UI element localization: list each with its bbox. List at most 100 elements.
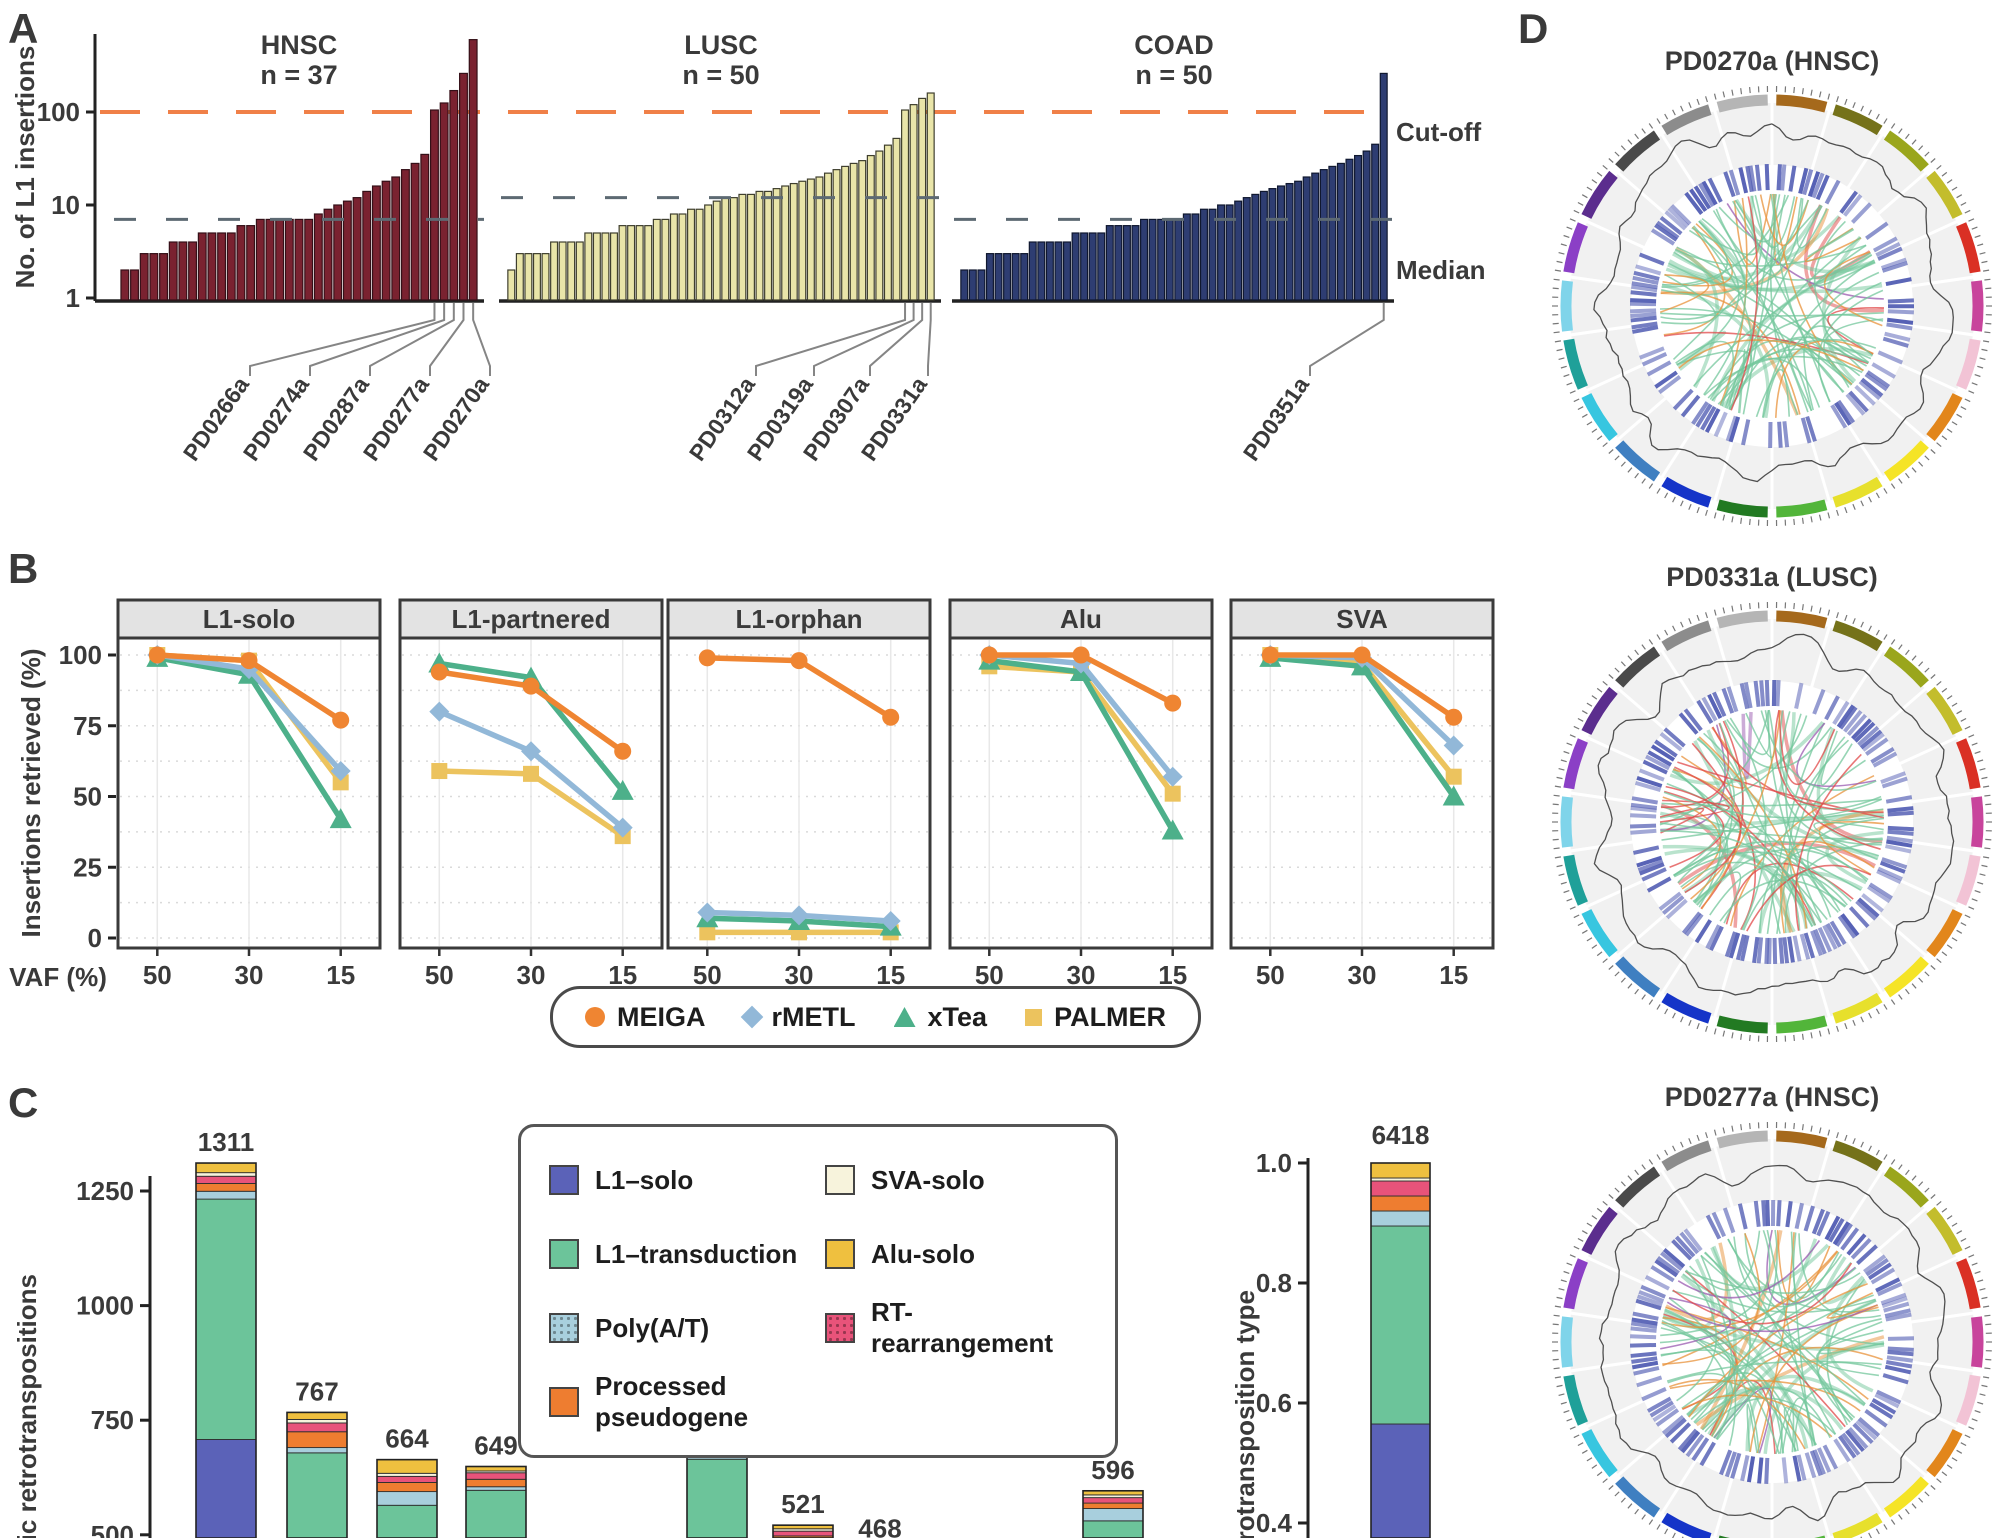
callout-line [249,303,436,376]
panel-c-chart: tic retrotranspositions trotransposition… [12,1120,1431,1538]
group-title: LUSC [684,30,758,60]
bar [678,213,687,301]
legend-item-xtea: xTea [893,1002,987,1033]
bar-value: 1311 [198,1127,254,1157]
svg-text:15: 15 [876,960,905,990]
bar [515,253,524,301]
bar [968,269,977,301]
bar [1131,225,1140,301]
panel-c-legend: L1–solo L1–transduction Poly(A/T) Processed… [518,1124,1118,1458]
bar [746,193,755,301]
bar [789,182,798,301]
panel-d-label: D [1518,5,1549,52]
bar [858,160,867,301]
bar [1105,225,1114,301]
bar [207,232,217,301]
stacked-bar [1082,1489,1144,1538]
bar [985,253,994,301]
callout-line [755,303,907,376]
bar [159,253,169,301]
bar-value: 6418 [1372,1120,1430,1150]
circos-title-3: PD0277a (HNSC) [1664,1082,1880,1112]
callout-line [869,303,924,376]
coverage-ring [1598,1164,1946,1522]
bar [558,241,567,301]
bar [738,193,747,301]
legend-label: SVA-solo [871,1164,985,1195]
bar [909,104,918,301]
svg-text:0.6: 0.6 [1256,1388,1292,1418]
chords [1659,193,1885,419]
tile-ring [1629,1199,1915,1484]
bar [823,172,833,301]
bar [439,102,449,301]
bar [120,269,130,301]
bar [1336,162,1345,301]
bar [1122,225,1131,301]
bar [1165,218,1174,301]
b-y-axis-title: Insertions retrieved (%) [16,649,46,938]
stacked-bar [772,1524,834,1538]
svg-text:15: 15 [1158,960,1187,990]
svg-text:100: 100 [37,97,80,127]
stacked-bar [195,1162,257,1538]
bar-value: 664 [385,1424,429,1454]
svg-text:30: 30 [785,960,814,990]
svg-text:30: 30 [1067,960,1096,990]
bar [764,190,773,301]
bar [635,225,644,301]
panel-c-label: C [8,1079,39,1126]
a-y-axis-title: No. of L1 insertions [10,46,40,289]
legend-item: Poly(A/T) [549,1297,811,1359]
svg-text:1000: 1000 [76,1291,134,1321]
bar [661,218,670,301]
bar [644,225,653,301]
legend-label: Alu-solo [871,1238,975,1269]
bar [342,200,352,301]
hnsc-bars [120,39,478,301]
bar [236,225,246,301]
facet-title: L1-solo [203,604,295,634]
callout-line [927,303,932,376]
callout-line [813,303,915,376]
bar [815,176,824,301]
svg-text:0: 0 [88,923,102,953]
tile-ring [1629,164,1915,449]
legend-swatch-icon [549,1165,579,1195]
legend-item: L1–solo [549,1149,811,1211]
bar [567,241,576,301]
c2-y-axis-title: trotransposition type [1230,1290,1260,1538]
bar [400,169,410,301]
bar [550,241,559,301]
bar [841,165,850,301]
svg-text:15: 15 [608,960,637,990]
b-facets-layer: 0 25 50 75 100 L1-solo 50 30 15 L1-partnered 50 30 1… [59,598,1495,990]
panel-a-chart: No. of L1 insertions Cut-off Median 1 10 1… [10,30,1486,465]
group-title: HNSC [261,30,338,60]
xtea-triangle-icon [893,1007,916,1027]
bar [1011,253,1020,301]
callout-line [472,303,491,376]
stacked-bar [465,1465,527,1538]
bar [1371,143,1380,301]
svg-text:75: 75 [73,711,102,741]
bar [575,241,584,301]
chords [1659,709,1885,935]
bar [1242,197,1251,301]
palmer-square-icon [1025,1008,1043,1026]
bar [883,144,892,301]
facet-title: L1-orphan [735,604,862,634]
callout-line [369,303,455,376]
svg-text:15: 15 [326,960,355,990]
bar-value: 468 [858,1513,901,1538]
legend-swatch-icon [825,1165,855,1195]
bar [188,241,198,301]
svg-text:750: 750 [91,1405,134,1435]
circos-title-2: PD0331a (LUSC) [1666,562,1878,592]
legend-label: PALMER [1054,1001,1167,1032]
legend-swatch-icon [825,1239,855,1269]
circos-plot-1 [1552,86,1992,526]
bar [1071,232,1080,301]
bar [449,89,459,301]
